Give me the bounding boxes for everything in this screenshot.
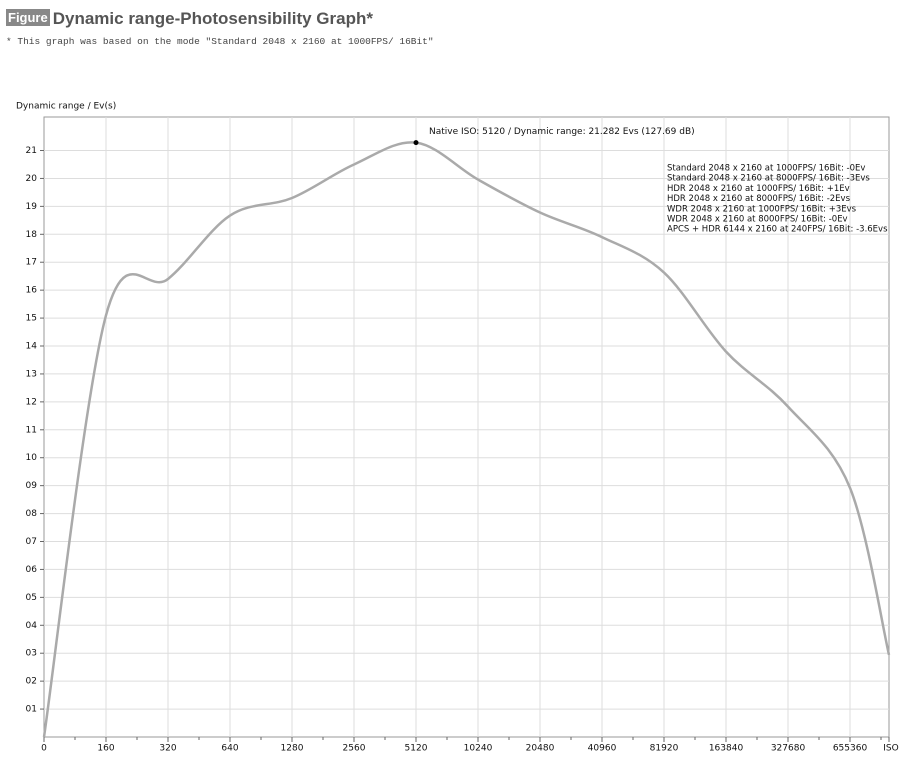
y-tick-label: 20 [26,174,38,184]
y-tick-label: 09 [26,481,38,491]
title: Dynamic range-Photosensibility Graph* [52,9,373,28]
x-tick-label: 20480 [526,744,555,754]
x-tick-label: 163840 [709,744,744,754]
plot-frame [43,116,890,738]
x-tick-label: 640 [221,744,238,754]
legend-line: HDR 2048 x 2160 at 8000FPS/ 16Bit: -2Evs [667,194,851,204]
y-tick-label: 01 [26,705,37,715]
y-tick-label: 17 [26,258,37,268]
y-tick-label: 19 [26,202,38,212]
y-tick-label: 12 [26,397,37,407]
y-tick-label: 14 [26,342,38,352]
x-tick-label: 5120 [405,744,428,754]
annotation: Native ISO: 5120 / Dynamic range: 21.282… [429,127,695,137]
legend-line: WDR 2048 x 2160 at 1000FPS/ 16Bit: +3Evs [667,204,857,214]
x-tick-label: 320 [159,744,176,754]
y-tick-label: 10 [26,453,38,463]
x-tick-label: 327680 [771,744,806,754]
legend-line: HDR 2048 x 2160 at 1000FPS/ 16Bit: +1Ev [667,184,850,194]
legend-line: WDR 2048 x 2160 at 8000FPS/ 16Bit: -0Ev [667,215,848,225]
y-tick-label: 15 [26,314,37,324]
legend-line: APCS + HDR 6144 x 2160 at 240FPS/ 16Bit:… [667,225,888,235]
x-axis-label: ISO [883,744,898,754]
x-tick-label: 160 [97,744,114,754]
line [42,141,891,738]
y-tick-label: 13 [26,369,37,379]
y-tick-label: 18 [26,230,38,240]
y-axis-label: Dynamic range / Ev(s) [16,102,116,112]
x-tick-label: 10240 [464,744,493,754]
y-tick-label: 05 [26,593,37,603]
x-tick-label: 0 [41,744,47,754]
x-tick-label: 1280 [281,744,304,754]
header: Figure Dynamic range-Photosensibility Gra… [6,9,373,29]
y-tick-label: 03 [26,649,37,659]
native-iso-point [413,140,419,146]
legend-line: Standard 2048 x 2160 at 1000FPS/ 16Bit: … [667,164,865,174]
y-tick-label: 07 [26,537,37,547]
y-tick-label: 06 [26,565,38,575]
y-tick-label: 02 [26,677,37,687]
x-tick-label: 81920 [650,744,679,754]
y-tick-label: 21 [26,146,37,156]
note: * This graph was based on the mode "Stan… [6,36,434,47]
y-tick-label: 11 [26,425,37,435]
legend-line: Standard 2048 x 2160 at 8000FPS/ 16Bit: … [667,174,870,184]
x-tick-label: 2560 [343,744,366,754]
y-tick-label: 08 [26,509,38,519]
x-tick-label: 40960 [588,744,617,754]
badge: Figure [6,9,50,26]
x-tick-label: 655360 [833,744,868,754]
y-tick-label: 16 [26,286,38,296]
y-tick-label: 04 [26,621,38,631]
